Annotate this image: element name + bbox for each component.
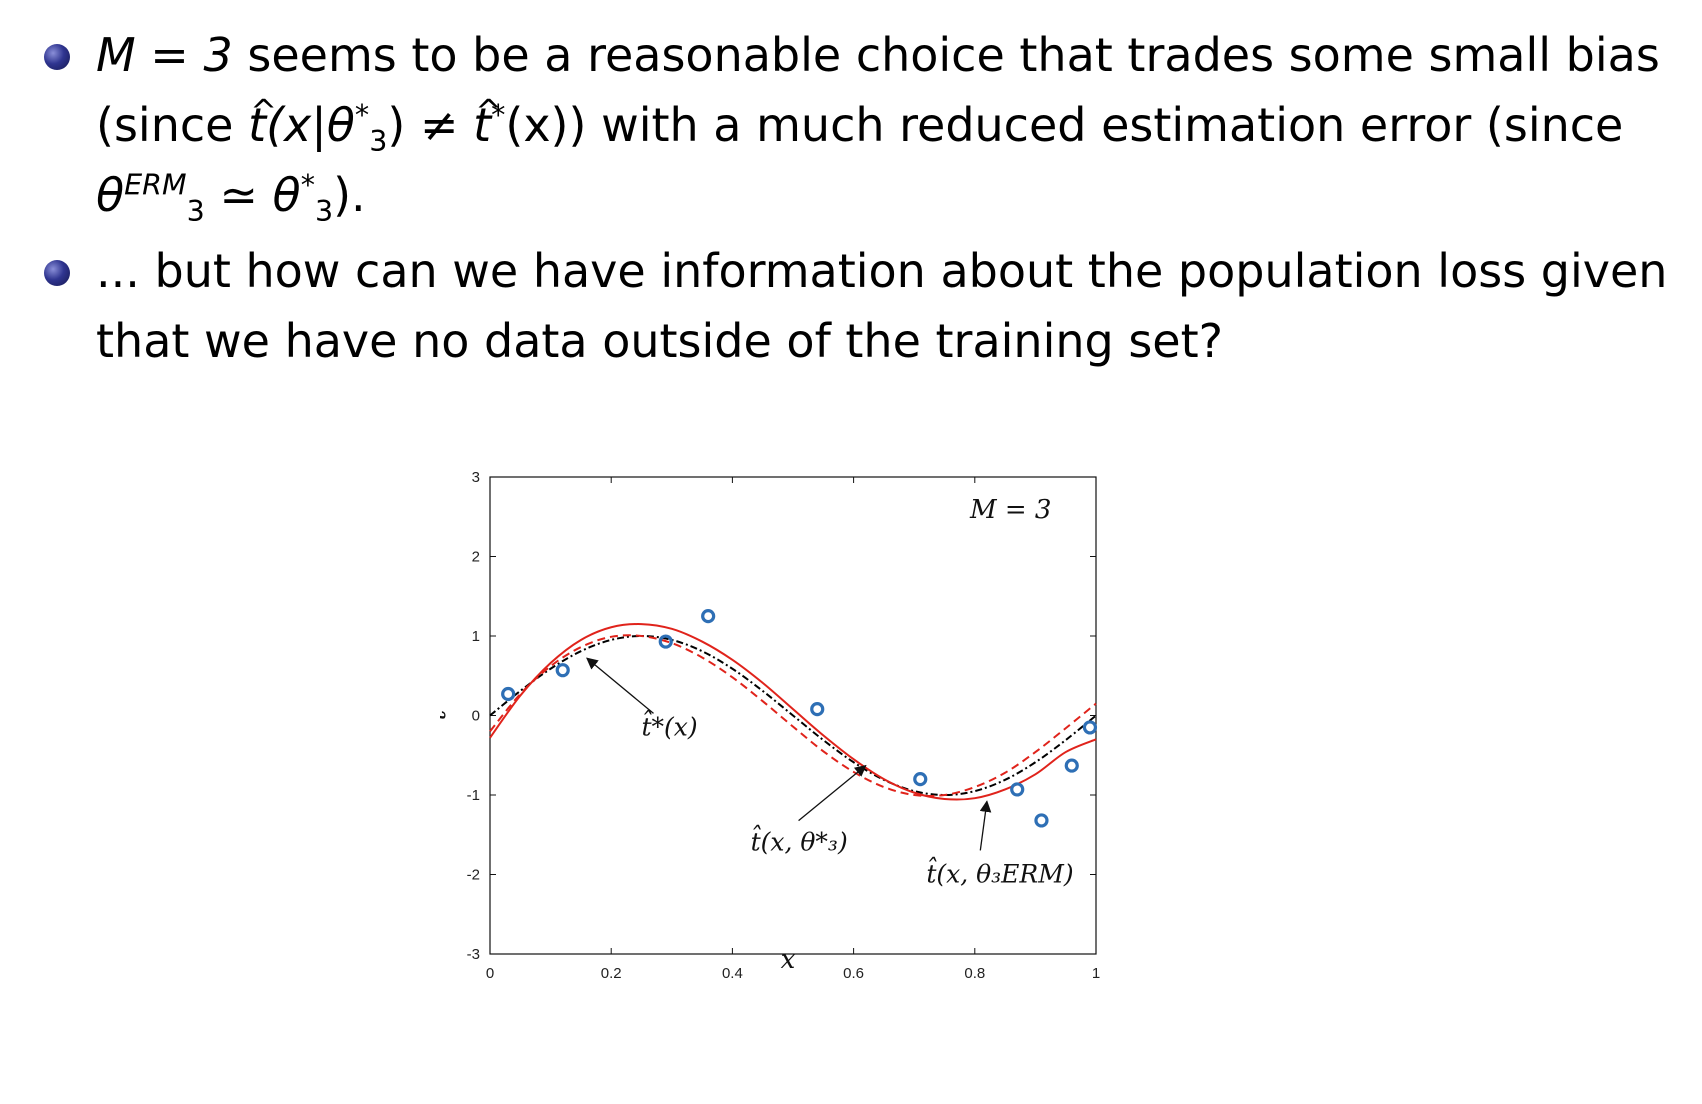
y-tick-label: 2 — [472, 549, 480, 566]
data-points — [501, 609, 1098, 828]
data-point — [1082, 720, 1098, 735]
data-point — [1034, 813, 1049, 828]
x-tick-label: 0.2 — [601, 965, 622, 980]
bullet-1-text-2c: (x)) with a much reduced estimation erro… — [505, 98, 1624, 152]
theta-erm: θ — [96, 168, 125, 222]
bullet-1-text-2a: (since — [96, 98, 249, 152]
x-tick-label: 0 — [486, 965, 494, 980]
data-point — [913, 772, 928, 787]
annotation-arrow — [979, 800, 992, 851]
chart: 0 0.2 0.4 0.6 0.8 1 3 2 1 0 -1 -2 -3 t̂*(x) t̂(x, θ*₃… — [440, 469, 1101, 980]
m-equation: M = 3 — [96, 28, 233, 82]
series-line-1 — [489, 634, 1097, 797]
y-axis-label: t — [440, 709, 452, 720]
series-line-2 — [489, 623, 1097, 801]
theta-erm-sub: 3 — [186, 195, 205, 229]
x-tick-label: 0.4 — [722, 965, 743, 980]
bullet-ball-icon — [44, 260, 70, 286]
x-axis-label: x — [781, 945, 796, 975]
bullet-2-line-1: ... but how can we have information abou… — [96, 244, 1668, 298]
theta-erm-sup: ERM — [124, 168, 187, 202]
expr-a-sub: 3 — [369, 125, 388, 159]
x-tick-label: 0.8 — [964, 965, 985, 980]
annotations: t̂*(x) t̂(x, θ*₃) t̂(x, θ₃ERM) — [586, 657, 1074, 888]
annotation-arrow — [586, 657, 654, 714]
data-point — [501, 686, 516, 702]
y-tick-label: 1 — [472, 628, 480, 645]
x-tick-label: 1 — [1092, 965, 1100, 980]
annotation-label: t̂(x, θ*₃) — [751, 825, 848, 856]
annotation-arrow — [798, 764, 867, 822]
expr-a: t(x|θ — [248, 76, 355, 160]
bullet-item-2: ... but how can we have information abou… — [40, 236, 1680, 376]
x-tick-label: 0.6 — [843, 965, 864, 980]
annotation-label: t̂(x, θ₃ERM) — [926, 857, 1073, 888]
bullet-list: M = 3 seems to be a reasonable choice th… — [40, 20, 1680, 376]
bullet-item-1: M = 3 seems to be a reasonable choice th… — [40, 20, 1680, 230]
theta-c-sub: 3 — [314, 195, 334, 229]
data-point — [658, 634, 673, 649]
expr-b: t — [473, 76, 502, 160]
y-tick-label: -3 — [467, 946, 480, 963]
data-point — [701, 609, 716, 624]
data-point — [555, 663, 570, 678]
y-tick-label: -1 — [467, 787, 480, 804]
data-point — [1064, 758, 1079, 773]
data-point — [1010, 782, 1025, 797]
series-group — [489, 623, 1097, 801]
y-tick-label: -2 — [467, 867, 480, 884]
chart-title: M = 3 — [969, 495, 1051, 525]
axis-ticks: 0 0.2 0.4 0.6 0.8 1 3 2 1 0 -1 -2 -3 — [467, 469, 1101, 980]
expr-a-sup: * — [354, 98, 370, 132]
y-tick-label: 3 — [472, 469, 480, 486]
series-line-0 — [489, 634, 1097, 797]
data-point — [810, 702, 825, 717]
y-tick-label: 0 — [472, 708, 480, 725]
bullet-1-text-3b: ). — [333, 168, 366, 222]
annotation-label: t̂*(x) — [642, 710, 698, 741]
bullet-ball-icon — [44, 44, 70, 70]
bullet-2-line-2: that we have no data outside of the trai… — [96, 314, 1224, 368]
bullet-1-text-1: seems to be a reasonable choice that tra… — [232, 28, 1660, 82]
bullet-1-text-3a: ≃ θ — [204, 168, 301, 222]
bullet-1-text-2b: ) ≠ — [387, 98, 474, 152]
theta-c-sup: * — [300, 168, 315, 202]
